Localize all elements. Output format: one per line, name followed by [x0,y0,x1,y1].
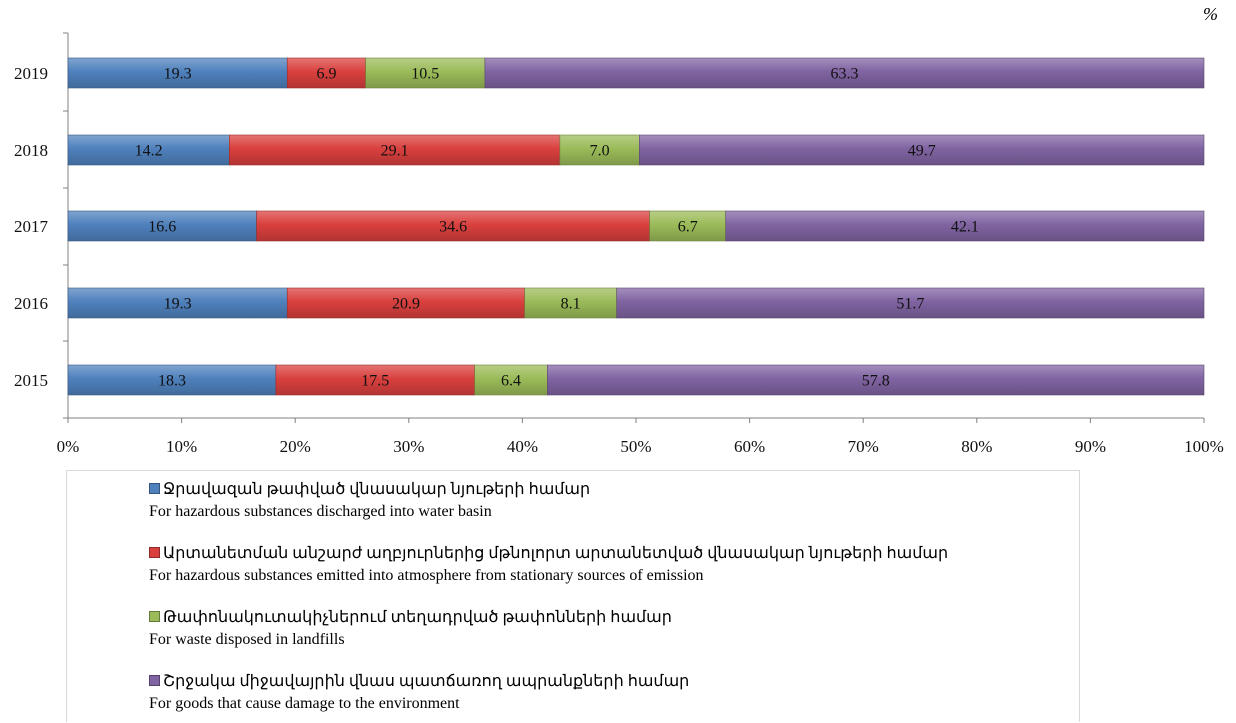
legend-label-en: For goods that cause damage to the envir… [149,695,460,712]
data-label: 6.9 [316,66,336,83]
x-tick-label: 0% [57,437,80,456]
bar-segment [286,287,525,319]
bar-segment [67,210,257,242]
data-label: 18.3 [158,373,186,390]
x-tick-label: 60% [734,437,765,456]
bar-segment [275,364,475,396]
x-tick-label: 100% [1184,437,1224,456]
data-label: 63.3 [830,66,858,83]
data-label: 29.1 [381,143,409,160]
data-label: 14.2 [135,143,163,160]
data-label: 49.7 [908,143,936,160]
legend-item-water: Ջրավազան թափված վնասակար նյութերի համար … [149,479,590,523]
y-tick-label: 2016 [14,294,48,313]
y-tick-label: 2018 [14,141,48,160]
bar-segment [639,134,1205,166]
x-tick-label: 70% [848,437,879,456]
y-tick-label: 2019 [14,64,48,83]
bar-segment [725,210,1205,242]
legend-swatch [149,547,160,558]
legend-label-en: For hazardous substances discharged into… [149,503,492,520]
bar-segment [547,364,1205,396]
data-label: 34.6 [439,219,467,236]
x-tick-label: 20% [280,437,311,456]
data-label: 8.1 [561,296,581,313]
legend-item-goods: Շրջակա միջավայրին վնաս պատճառող ապրանքնե… [149,671,689,715]
x-tick-label: 80% [961,437,992,456]
legend-label-am: Թափոնակուտակիչներում տեղադրված թափոնների… [163,609,672,626]
bar-segment [67,57,288,89]
x-tick-label: 30% [393,437,424,456]
bar-segment [616,287,1205,319]
unit-label: % [1203,4,1218,24]
data-label: 42.1 [951,219,979,236]
data-label: 10.5 [411,66,439,83]
data-label: 57.8 [862,373,890,390]
legend-label-am: Ջրավազան թափված վնասակար նյութերի համար [163,481,591,498]
data-label: 19.3 [164,66,192,83]
legend-label-am: Արտանետման անշարժ աղբյուրներից մթնոլորտ … [163,545,949,562]
data-label: 17.5 [361,373,389,390]
data-label: 20.9 [392,296,420,313]
legend-label-am: Շրջակա միջավայրին վնաս պատճառող ապրանքնե… [163,673,690,690]
y-tick-label: 2017 [14,217,49,236]
bar-segment [229,134,561,166]
bar-segment [524,287,617,319]
legend-label-en: For waste disposed in landfills [149,631,345,648]
x-tick-label: 90% [1075,437,1106,456]
y-tick-label: 2015 [14,371,48,390]
chart-legend: Ջրավազան թափված վնասակար նյութերի համար … [66,470,1080,722]
bar-segment [484,57,1205,89]
data-label: 51.7 [896,296,924,313]
legend-swatch [149,611,160,622]
bar-segment [559,134,640,166]
legend-item-landfills: Թափոնակուտակիչներում տեղադրված թափոնների… [149,607,672,651]
x-tick-label: 50% [620,437,651,456]
legend-swatch [149,483,160,494]
legend-swatch [149,675,160,686]
bar-segment [67,287,288,319]
data-label: 16.6 [148,219,176,236]
legend-item-atmosphere: Արտանետման անշարժ աղբյուրներից մթնոլորտ … [149,543,948,587]
data-label: 6.4 [501,373,521,390]
bar-segment [474,364,548,396]
x-tick-label: 10% [166,437,197,456]
x-tick-label: 40% [507,437,538,456]
data-label: 7.0 [590,143,610,160]
stacked-bar-chart: 19.3 6.9 10.5 63.3 2019 14.2 29.1 7.0 49.7 2018 16… [14,32,1224,456]
bar-segment [649,210,727,242]
bar-segment [256,210,650,242]
bar-segment [67,364,277,396]
legend-label-en: For hazardous substances emitted into at… [149,567,704,584]
data-label: 6.7 [678,219,698,236]
data-label: 19.3 [164,296,192,313]
